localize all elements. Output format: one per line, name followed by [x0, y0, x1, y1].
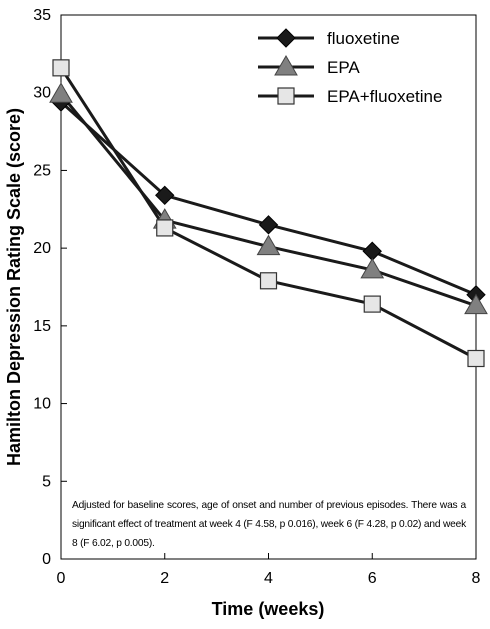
- data-point-square: [467, 349, 485, 368]
- data-point-diamond: [362, 241, 382, 261]
- legend-label: EPA: [327, 58, 360, 77]
- x-axis: 0 2 4 6 8: [57, 553, 481, 587]
- y-tick-label: 25: [33, 162, 51, 179]
- y-tick-label: 0: [42, 551, 51, 568]
- series-line-diamond: [59, 100, 477, 297]
- data-point-diamond: [258, 215, 279, 235]
- y-tick-label: 5: [42, 473, 51, 490]
- data-point-triangle: [464, 293, 488, 315]
- legend: fluoxetine EPA EPA+fluoxetine: [258, 28, 442, 106]
- data-point-diamond: [155, 185, 175, 206]
- y-tick-label: 10: [33, 396, 51, 413]
- series-line-square: [59, 67, 477, 360]
- data-point-triangle: [360, 257, 385, 279]
- chart-annotation: Adjusted for baseline scores, age of ons…: [72, 500, 466, 549]
- data-point-triangle: [49, 82, 73, 103]
- data-point-square: [52, 59, 70, 77]
- data-point-square: [259, 272, 278, 290]
- x-tick-label: 0: [57, 570, 66, 587]
- x-tick-label: 2: [160, 570, 169, 587]
- legend-label: fluoxetine: [327, 29, 400, 48]
- y-tick-label: 15: [33, 318, 51, 335]
- legend-marker-diamond: [276, 28, 296, 48]
- x-tick-label: 4: [264, 570, 273, 587]
- y-axis: 0 5 10 15 20 25 30 35: [33, 7, 67, 568]
- series-layer: [49, 59, 488, 368]
- legend-label: EPA+fluoxetine: [327, 87, 442, 106]
- legend-marker-triangle: [274, 55, 298, 76]
- y-tick-label: 35: [33, 7, 51, 24]
- data-point-square: [363, 295, 381, 313]
- data-point-square: [156, 219, 174, 237]
- x-tick-label: 8: [472, 570, 481, 587]
- series-markers: [49, 59, 488, 368]
- series-lines: [59, 67, 477, 360]
- x-tick-label: 6: [368, 570, 377, 587]
- data-point-triangle: [256, 234, 281, 256]
- y-tick-label: 30: [33, 85, 51, 102]
- y-tick-label: 20: [33, 240, 51, 257]
- y-axis-title: Hamilton Depression Rating Scale (score): [4, 108, 24, 466]
- x-axis-title: Time (weeks): [212, 599, 325, 619]
- legend-marker-square: [277, 87, 295, 105]
